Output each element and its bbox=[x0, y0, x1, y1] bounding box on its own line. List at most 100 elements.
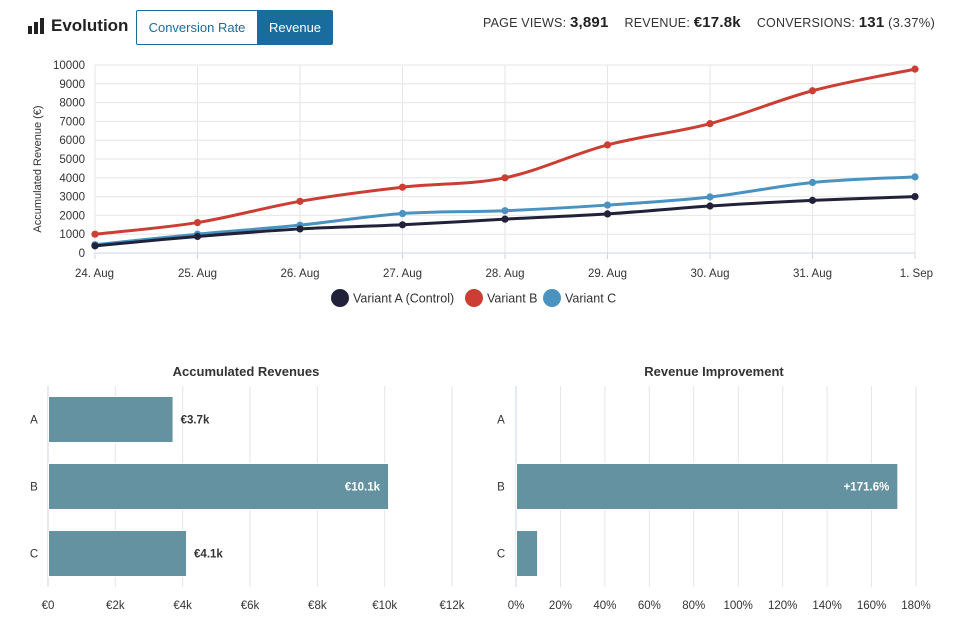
legend-marker bbox=[543, 289, 561, 307]
stat-label: REVENUE: bbox=[624, 16, 691, 30]
bar bbox=[48, 463, 390, 510]
x-tick-label: 31. Aug bbox=[793, 268, 832, 280]
data-point bbox=[706, 193, 714, 201]
y-tick-label: 8000 bbox=[59, 98, 85, 110]
data-label: €3.7k bbox=[181, 415, 210, 427]
data-point bbox=[603, 210, 612, 218]
bar bbox=[48, 530, 188, 577]
x-tick-label: 25. Aug bbox=[178, 268, 217, 280]
x-tick-label: €4k bbox=[173, 600, 192, 612]
x-tick-label: 28. Aug bbox=[485, 268, 524, 280]
data-point bbox=[501, 174, 509, 182]
stat-value: 131 bbox=[858, 14, 885, 31]
metric-toggle: Conversion Rate Revenue bbox=[136, 10, 333, 45]
x-tick-label: €6k bbox=[241, 600, 260, 612]
data-point bbox=[193, 218, 202, 227]
revenue-bar-charts: Accumulated Revenues €0 €2k €4k €6k €8k €10k €1… bbox=[30, 364, 931, 612]
x-tick-label: 30. Aug bbox=[690, 268, 729, 280]
x-tick-label: €10k bbox=[372, 600, 397, 612]
legend-marker bbox=[465, 289, 483, 307]
y-tick-label: 0 bbox=[79, 248, 85, 260]
data-point bbox=[911, 193, 919, 201]
data-point bbox=[91, 230, 99, 238]
y-tick-label: 5000 bbox=[59, 154, 85, 166]
data-point bbox=[706, 120, 714, 128]
stat-extra: (3.37%) bbox=[888, 15, 935, 30]
bar bbox=[516, 463, 899, 510]
stat-revenue: REVENUE: €17.8k bbox=[625, 14, 741, 31]
x-tick-label: 27. Aug bbox=[383, 268, 422, 280]
header: Evolution Conversion Rate Revenue PAGE V… bbox=[0, 0, 959, 56]
y-tick-label: 2000 bbox=[59, 210, 85, 222]
legend-label: Variant A (Control) bbox=[353, 292, 454, 306]
data-point bbox=[398, 221, 407, 229]
data-point bbox=[911, 173, 919, 181]
stat-conversions: CONVERSIONS: 131 (3.37%) bbox=[757, 14, 935, 31]
stat-value: 3,891 bbox=[569, 14, 609, 31]
category-label: C bbox=[497, 549, 505, 561]
x-tick-label: 1. Sep bbox=[900, 268, 933, 280]
y-tick-label: 6000 bbox=[59, 135, 85, 147]
x-tick-label: €12k bbox=[440, 600, 465, 612]
x-tick-label: 26. Aug bbox=[280, 268, 319, 280]
category-label: C bbox=[30, 549, 38, 561]
bar bbox=[48, 396, 174, 443]
y-tick-label: 3000 bbox=[59, 192, 85, 204]
x-tick-label: €8k bbox=[308, 600, 327, 612]
x-tick-label: 140% bbox=[812, 600, 841, 612]
data-point bbox=[296, 197, 304, 205]
stat-value: €17.8k bbox=[693, 14, 741, 31]
legend-label: Variant C bbox=[565, 292, 616, 306]
category-label: A bbox=[30, 415, 38, 427]
x-tick-label: 29. Aug bbox=[588, 268, 627, 280]
data-point bbox=[398, 183, 407, 191]
data-point bbox=[706, 202, 714, 210]
bar bbox=[516, 530, 539, 577]
category-label: B bbox=[497, 482, 505, 494]
x-tick-label: €2k bbox=[106, 600, 125, 612]
data-point bbox=[911, 65, 919, 73]
data-label: €4.1k bbox=[194, 549, 223, 561]
tab-revenue[interactable]: Revenue bbox=[258, 10, 333, 45]
x-tick-label: 60% bbox=[638, 600, 661, 612]
x-tick-label: 40% bbox=[593, 600, 616, 612]
x-tick-label: 160% bbox=[857, 600, 886, 612]
data-point bbox=[808, 87, 817, 95]
revenue-line-chart: 0 1000 2000 3000 4000 5000 6000 7000 8000 9000 100… bbox=[32, 60, 933, 307]
y-axis-title: Accumulated Revenue (€) bbox=[32, 105, 44, 232]
tab-conversion-rate[interactable]: Conversion Rate bbox=[136, 10, 258, 45]
legend-marker bbox=[331, 289, 349, 307]
y-tick-label: 7000 bbox=[59, 116, 85, 128]
y-tick-label: 1000 bbox=[59, 229, 85, 241]
stat-page-views: PAGE VIEWS: 3,891 bbox=[483, 14, 608, 31]
chart-title: Accumulated Revenues bbox=[173, 364, 320, 379]
data-point bbox=[398, 209, 407, 218]
title-wrap: Evolution bbox=[28, 16, 128, 36]
x-tick-label: 80% bbox=[682, 600, 705, 612]
data-point bbox=[296, 225, 304, 233]
data-point bbox=[501, 207, 509, 215]
y-tick-label: 4000 bbox=[59, 173, 85, 185]
data-point bbox=[603, 201, 612, 209]
y-tick-label: 9000 bbox=[59, 79, 85, 91]
data-label: €10.1k bbox=[345, 482, 381, 494]
x-tick-label: 120% bbox=[768, 600, 797, 612]
x-tick-label: 180% bbox=[901, 600, 930, 612]
x-tick-label: €0 bbox=[42, 600, 55, 612]
category-label: A bbox=[497, 415, 505, 427]
data-point bbox=[91, 242, 99, 250]
stat-label: CONVERSIONS: bbox=[756, 16, 856, 30]
data-point bbox=[808, 178, 817, 187]
data-point bbox=[193, 232, 202, 241]
x-tick-label: 20% bbox=[549, 600, 572, 612]
data-label: +171.6% bbox=[844, 482, 890, 494]
y-tick-label: 10000 bbox=[53, 60, 85, 72]
x-tick-label: 0% bbox=[508, 600, 525, 612]
legend-label: Variant B bbox=[487, 292, 538, 306]
category-label: B bbox=[30, 482, 38, 494]
stat-label: PAGE VIEWS: bbox=[483, 16, 567, 30]
page-title: Evolution bbox=[51, 16, 129, 35]
stats-bar: PAGE VIEWS: 3,891 REVENUE: €17.8k CONVER… bbox=[467, 14, 935, 31]
x-tick-label: 100% bbox=[724, 600, 753, 612]
data-point bbox=[603, 141, 612, 149]
